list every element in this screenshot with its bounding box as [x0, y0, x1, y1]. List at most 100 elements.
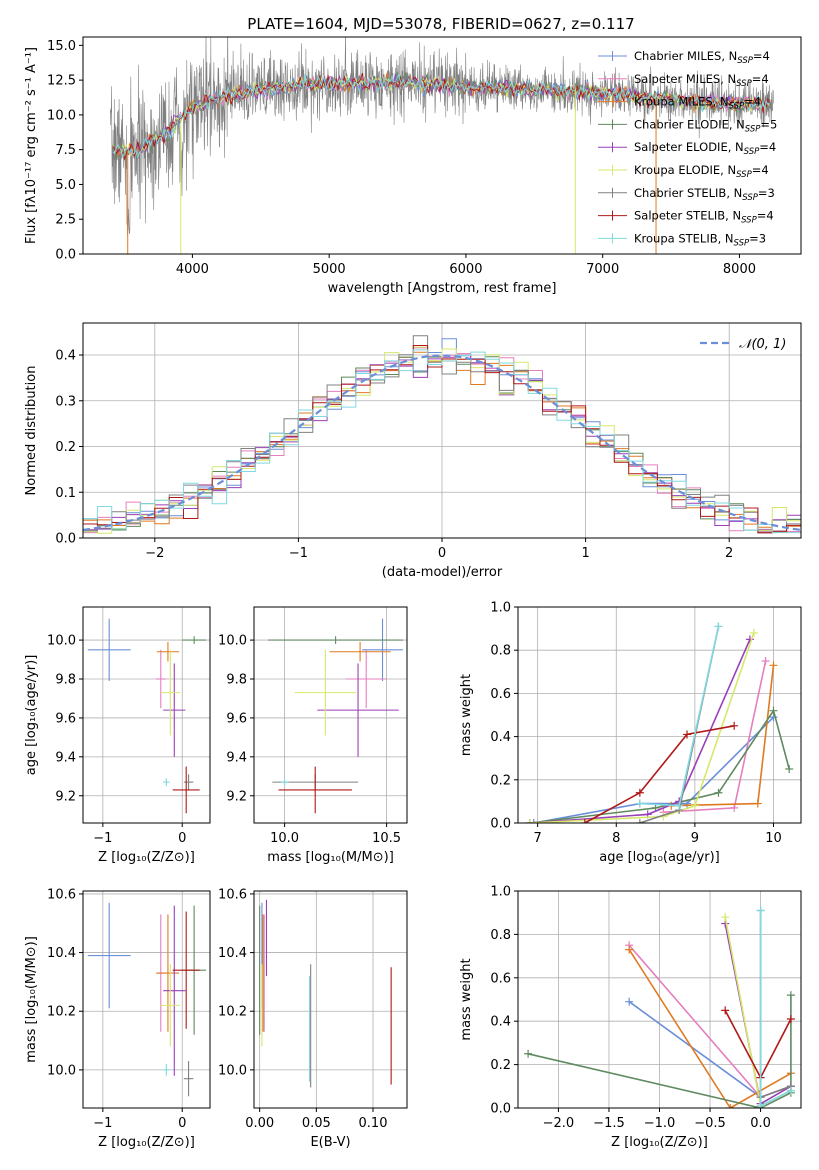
weight-marker	[625, 997, 634, 1006]
z-age-ytick-label: 9.4	[55, 750, 76, 765]
residuals-ytick-label: 0.4	[55, 349, 76, 364]
residuals-ytick-label: 0.0	[55, 532, 76, 547]
z-age-marks	[87, 618, 207, 814]
spectrum-ytick-label: 15.0	[47, 39, 76, 54]
z-weight-xlabel: Z [log₁₀(Z/Z⊙)]	[611, 1135, 708, 1150]
ebv-mass-plot-area	[254, 891, 407, 1108]
spectrum-marks	[110, 37, 774, 254]
legend-item-chabrier-elodie: Chabrier ELODIE, NSSP=5	[598, 117, 777, 134]
z-mass-axes: −1 0 10.0 10.2 10.4 10.6 Z [log₁₀(Z/Z⊙)] mass […	[24, 887, 211, 1150]
weight-series-salpeter-stelib	[580, 721, 739, 823]
weight-marker	[730, 803, 739, 812]
weight-marker	[635, 788, 644, 797]
figure-title: PLATE=1604, MJD=53078, FIBERID=0627, z=0…	[247, 15, 634, 33]
panels: 4000 5000 6000 7000 80000.02.55.07.510.012.5…	[24, 36, 802, 1150]
z-mass-xlabel: Z [log₁₀(Z/Z⊙)]	[98, 1135, 195, 1150]
errorbar-salpeter-elodie	[163, 905, 186, 1076]
weight-marker	[756, 906, 765, 915]
mass-age-ytick-label: 9.2	[226, 789, 247, 804]
weight-series-kroupa-stelib	[756, 906, 795, 1108]
legend-item-kroupa-stelib: Kroupa STELIB, NSSP=3	[598, 231, 766, 248]
errorbar-kroupa-miles	[329, 642, 391, 662]
weight-marker	[683, 730, 692, 739]
z-mass-frame	[82, 890, 211, 1109]
legend-label: Chabrier ELODIE, NSSP=5	[634, 117, 777, 134]
weight-line	[533, 716, 775, 823]
legend-label: Salpeter STELIB, NSSP=4	[634, 209, 774, 226]
weight-line	[527, 995, 792, 1108]
z-mass-xtick-label: −1	[93, 1116, 112, 1131]
spectrum-xtick-label: 7000	[586, 262, 619, 277]
z-mass-ytick-label: 10.6	[47, 887, 76, 902]
weight-marker	[785, 765, 794, 773]
weight-marker	[769, 706, 778, 715]
legend-item-kroupa-elodie: Kroupa ELODIE, NSSP=4	[598, 163, 769, 180]
z-weight-ytick-label: 0.2	[490, 1058, 511, 1073]
errorbar-salpeter-stelib	[172, 911, 200, 1029]
z-age-plot-area	[83, 607, 210, 823]
errorbar-chabrier-elodie	[268, 636, 403, 644]
weight-marker	[761, 657, 770, 665]
mass-age-plot-area	[254, 607, 407, 823]
weight-marker	[756, 1101, 765, 1108]
legend-item-salpeter-elodie: Salpeter ELODIE, NSSP=4	[598, 140, 776, 157]
errorbar-kroupa-elodie	[160, 964, 180, 1047]
weight-marker	[635, 799, 644, 808]
spectrum-legend: Chabrier MILES, NSSP=4 Salpeter MILES, NS…	[598, 49, 777, 248]
residuals-ytick-label: 0.1	[55, 486, 76, 501]
errorbar-kroupa-miles	[156, 914, 180, 1032]
weight-marker	[749, 628, 758, 637]
weight-marker	[675, 801, 684, 810]
mass-age-marks	[268, 618, 403, 814]
age-weight-xtick-label: 10	[765, 831, 782, 846]
z-mass-marks	[87, 902, 207, 1097]
errorbar-chabrier-miles	[87, 902, 131, 1009]
errorbar-salpeter-stelib	[172, 766, 200, 814]
z-weight-ytick-label: 0.0	[490, 1102, 511, 1117]
z-mass-plot-area	[83, 891, 210, 1108]
spectrum-ytick-label: 0.0	[55, 248, 76, 263]
normal-curve	[83, 354, 801, 532]
spectrum-model-line-salpeter-stelib	[112, 72, 770, 161]
legend-item-salpeter-stelib: Salpeter STELIB, NSSP=4	[598, 209, 774, 226]
weight-marker	[714, 622, 723, 631]
z-mass-xtick-label: 0	[178, 1116, 186, 1131]
errorbar-salpeter-elodie	[163, 663, 186, 757]
residuals-xtick-label: −1	[289, 546, 308, 561]
spectrum-xtick-label: 8000	[723, 262, 756, 277]
z-weight-xtick-label: −0.5	[694, 1116, 726, 1131]
residuals-panel: −2 −1 0 1 2 0.0 0.1 0.2 0.3 0.4 (data-model)/error…	[24, 322, 802, 580]
residual-hist-kroupa-elodie	[83, 346, 801, 534]
residuals-xtick-label: 0	[438, 546, 446, 561]
legend-label: Salpeter MILES, NSSP=4	[634, 72, 769, 89]
residual-hist-chabrier-stelib	[83, 335, 801, 533]
errorbar-salpeter-stelib	[278, 766, 352, 814]
age-weight-ytick-label: 0.4	[490, 730, 511, 745]
residuals-xtick-label: −2	[145, 546, 164, 561]
weight-series-salpeter-miles	[659, 657, 770, 817]
weight-marker	[726, 1104, 735, 1108]
age-weight-ytick-label: 0.8	[490, 644, 511, 659]
spectrum-panel: 4000 5000 6000 7000 8000 0.0 2.5 5.0 7.5 10.0 12.5…	[24, 36, 802, 296]
weight-marker	[753, 799, 762, 808]
z-mass-panel: −1 0 10.0 10.2 10.4 10.6 Z [log₁₀(Z/Z⊙)] mass […	[24, 887, 211, 1150]
weight-marker	[524, 1049, 533, 1058]
residuals-ytick-label: 0.2	[55, 440, 76, 455]
legend-label: Kroupa STELIB, NSSP=3	[634, 231, 766, 248]
z-age-xtick-label: 0	[178, 831, 186, 846]
z-mass-ylabel: mass [log₁₀(M/M⊙)]	[24, 936, 39, 1063]
weight-marker	[529, 819, 538, 823]
age-weight-xtick-label: 9	[691, 831, 699, 846]
legend-label: 𝒩(0, 1)	[739, 337, 786, 352]
z-weight-ytick-label: 0.6	[490, 971, 511, 986]
age-weight-panel: 7 8 9 10 0.0 0.2 0.4 0.6 0.8 1.0 age [log₁₀(age/yr…	[459, 601, 802, 865]
errorbar-salpeter-miles	[156, 649, 166, 709]
weight-marker	[730, 721, 739, 730]
errorbar-chabrier-stelib	[183, 1061, 194, 1097]
errorbar-salpeter-miles	[345, 649, 387, 709]
spectrum-axes: 4000 5000 6000 7000 8000 0.0 2.5 5.0 7.5 10.0 12.5…	[24, 36, 802, 296]
mass-age-xlabel: mass [log₁₀(M/M⊙)]	[267, 850, 394, 865]
weight-marker	[769, 661, 778, 670]
ebv-mass-ytick-label: 10.4	[218, 946, 247, 961]
